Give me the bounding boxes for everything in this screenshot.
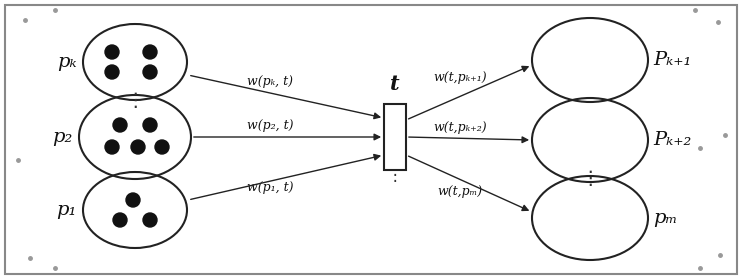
Text: p₂: p₂ — [53, 128, 73, 146]
Circle shape — [143, 213, 157, 227]
Circle shape — [126, 193, 140, 207]
Text: Pₖ₊₁: Pₖ₊₁ — [653, 51, 692, 69]
Circle shape — [143, 118, 157, 132]
Text: w(t,pₘ): w(t,pₘ) — [438, 186, 482, 198]
Text: w(t,pₖ₊₂): w(t,pₖ₊₂) — [433, 121, 487, 134]
Circle shape — [131, 140, 145, 154]
Text: ⋮: ⋮ — [125, 90, 145, 109]
Circle shape — [105, 65, 119, 79]
FancyBboxPatch shape — [5, 5, 737, 274]
Circle shape — [113, 213, 127, 227]
Text: w(t,pₖ₊₁): w(t,pₖ₊₁) — [433, 71, 487, 85]
Text: w(p₂, t): w(p₂, t) — [247, 119, 293, 131]
Text: pₘ: pₘ — [653, 209, 677, 227]
Circle shape — [105, 45, 119, 59]
Circle shape — [113, 118, 127, 132]
Text: p₁: p₁ — [56, 201, 77, 219]
Text: w(pₖ, t): w(pₖ, t) — [247, 76, 293, 88]
Text: pₖ: pₖ — [57, 53, 77, 71]
Circle shape — [143, 65, 157, 79]
Circle shape — [143, 45, 157, 59]
Text: ⋮: ⋮ — [387, 166, 404, 184]
Text: t: t — [390, 74, 400, 94]
Circle shape — [105, 140, 119, 154]
Bar — [384, 104, 406, 170]
Text: w(p₁, t): w(p₁, t) — [247, 182, 293, 194]
Text: ⋮: ⋮ — [580, 169, 600, 187]
Circle shape — [155, 140, 169, 154]
Text: Pₖ₊₂: Pₖ₊₂ — [653, 131, 692, 149]
